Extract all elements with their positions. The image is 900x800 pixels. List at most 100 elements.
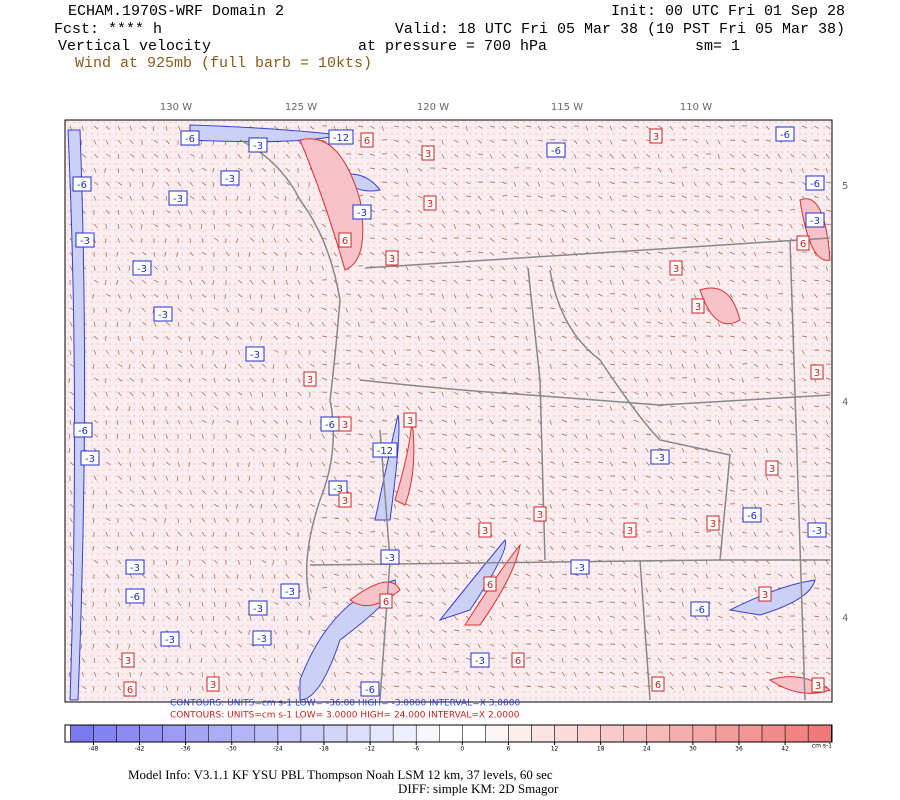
wind-barb <box>585 447 591 451</box>
wind-barb <box>92 503 95 509</box>
wind-barb <box>609 657 613 663</box>
wind-barb <box>309 321 314 327</box>
wind-barb <box>237 643 243 648</box>
wind-barb <box>573 167 577 173</box>
wind-barb <box>453 461 458 466</box>
wind-barb <box>189 503 194 508</box>
wind-barb <box>465 657 471 660</box>
wind-barb <box>705 363 710 369</box>
field-name: Vertical velocity <box>58 38 211 55</box>
wind-barb <box>765 153 770 159</box>
wind-barb <box>441 489 446 495</box>
wind-barb <box>429 489 435 494</box>
wind-barb <box>765 489 769 495</box>
wind-barb <box>501 167 507 171</box>
wind-barb <box>501 377 507 381</box>
wind-barb <box>417 531 420 537</box>
contour-label: -3 <box>575 563 585 574</box>
wind-barb <box>465 349 471 352</box>
wind-barb <box>777 517 783 522</box>
wind-barb <box>153 447 156 453</box>
wind-barb <box>405 517 411 521</box>
wind-barb <box>669 349 673 355</box>
wind-barb <box>825 153 830 159</box>
wind-barb <box>669 587 675 591</box>
wind-barb <box>261 461 265 467</box>
wind-barb <box>501 671 505 677</box>
wind-barb <box>212 279 215 285</box>
wind-barb <box>825 279 831 283</box>
colorbar-tick-label: -42 <box>135 746 145 753</box>
wind-barb <box>429 391 436 393</box>
wind-barb <box>141 517 147 521</box>
wind-barb <box>501 489 506 495</box>
wind-barb <box>825 629 829 635</box>
wind-barb <box>309 419 312 425</box>
wind-barb <box>297 293 300 299</box>
wind-barb <box>129 153 135 158</box>
wind-barb <box>597 489 604 491</box>
wind-barb <box>369 363 375 368</box>
wind-barb <box>357 671 363 675</box>
wind-barb <box>525 139 529 145</box>
wind-barb <box>297 433 301 439</box>
wind-barb <box>321 265 325 271</box>
wind-barb <box>513 251 519 254</box>
wind-barb <box>105 265 108 271</box>
contour-label: 3 <box>537 510 543 521</box>
wind-barb <box>225 671 230 676</box>
wind-barb <box>537 643 542 649</box>
wind-barb <box>669 461 675 465</box>
wind-barb <box>537 209 543 212</box>
wind-barb <box>765 377 771 381</box>
wind-barb <box>273 349 279 353</box>
colorbar-frame <box>64 724 833 743</box>
wind-barb <box>789 419 794 425</box>
wind-barb <box>189 629 194 634</box>
wind-barb <box>297 559 302 564</box>
wind-barb <box>189 251 194 257</box>
wind-barb <box>285 489 291 494</box>
wind-barb <box>165 685 169 691</box>
wind-barb <box>273 531 276 537</box>
wind-barb <box>489 237 494 242</box>
wind-barb <box>224 475 227 481</box>
wind-barb <box>333 559 339 564</box>
wind-barb <box>513 349 518 355</box>
wind-barb <box>321 685 326 690</box>
wind-barb <box>429 335 434 340</box>
wind-barb <box>201 531 205 537</box>
wind-barb <box>669 475 674 481</box>
wind-barb <box>249 293 252 299</box>
wind-barb <box>441 405 447 408</box>
contour-label-box <box>153 306 173 322</box>
wind-barb <box>825 195 830 201</box>
wind-barb <box>573 335 578 341</box>
wind-barb <box>249 447 255 452</box>
wind-barb <box>165 125 168 131</box>
wind-barb <box>537 125 542 131</box>
contour-label: 3 <box>389 254 395 265</box>
wind-barb <box>260 475 263 481</box>
contour-label-box <box>758 586 772 602</box>
wind-barb <box>609 517 613 523</box>
wind-barb <box>321 293 327 296</box>
wind-barb <box>621 349 626 354</box>
wind-barb <box>645 405 651 410</box>
wind-barb <box>273 657 276 663</box>
wind-barb <box>777 573 783 577</box>
wind-barb <box>489 195 494 201</box>
wind-barb <box>69 489 73 495</box>
wind-barb <box>777 657 784 659</box>
wind-barb <box>152 181 155 187</box>
wind-barb <box>249 545 255 550</box>
wind-barb <box>801 363 806 369</box>
wind-barb <box>597 685 602 691</box>
wind-barb <box>669 195 676 197</box>
wind-barb <box>273 391 277 397</box>
wind-barb <box>513 671 517 677</box>
wind-barb <box>681 349 687 354</box>
wind-barb <box>129 475 132 481</box>
wind-barb <box>236 573 239 579</box>
wind-barb <box>225 517 229 523</box>
